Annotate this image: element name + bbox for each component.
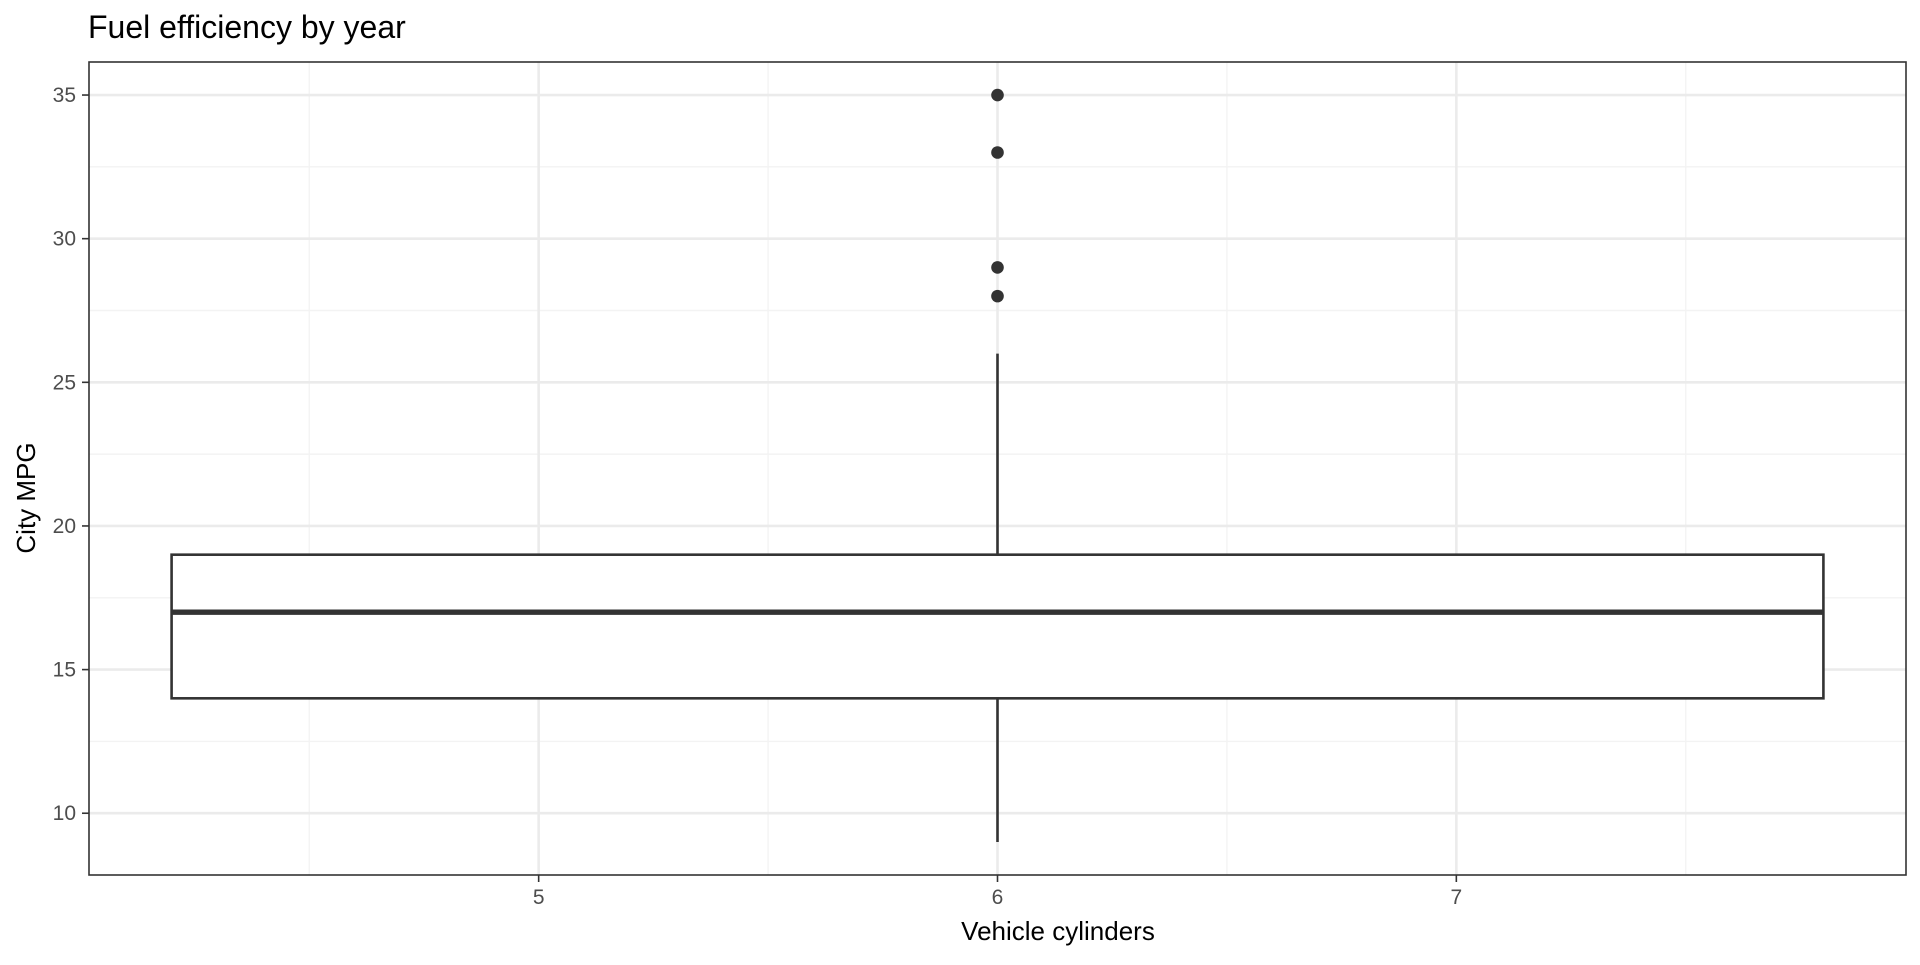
box-layer: [170, 88, 1825, 842]
y-axis-title: City MPG: [11, 442, 41, 553]
x-tick-label: 5: [533, 886, 545, 909]
outlier-point: [991, 146, 1004, 159]
x-tick-label: 6: [992, 886, 1004, 909]
chart-title: Fuel efficiency by year: [88, 9, 406, 45]
iqr-box: [170, 553, 1825, 700]
y-axis-ticks: 10 15 20 25 30 35: [53, 84, 89, 825]
y-tick-label: 25: [53, 371, 76, 394]
y-tick-label: 35: [53, 84, 76, 107]
outlier-point: [991, 289, 1004, 303]
y-tick-label: 10: [53, 802, 76, 825]
x-tick-label: 7: [1450, 886, 1462, 909]
y-tick-label: 15: [53, 659, 76, 682]
y-tick-label: 20: [53, 515, 76, 538]
outlier-point: [991, 88, 1004, 102]
y-tick-label: 30: [53, 228, 76, 251]
outlier-point: [991, 261, 1004, 274]
x-axis-title: Vehicle cylinders: [961, 916, 1155, 946]
x-axis-ticks: 5 6 7: [533, 875, 1462, 909]
